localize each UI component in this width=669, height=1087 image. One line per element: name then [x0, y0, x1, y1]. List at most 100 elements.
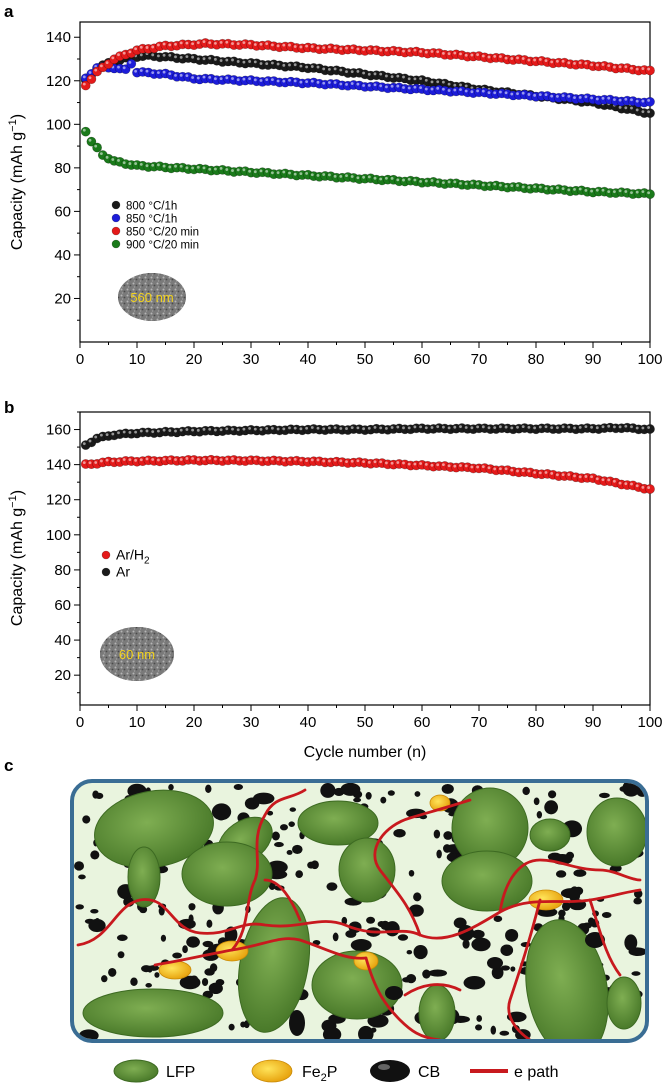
data-point-highlight [430, 179, 434, 182]
data-point-highlight [248, 77, 252, 81]
data-point-highlight [396, 425, 400, 429]
data-point-highlight [544, 471, 548, 474]
cb-particle [573, 869, 587, 877]
lfp-particle [127, 846, 161, 908]
data-point-highlight [538, 58, 542, 61]
data-point-highlight [424, 462, 428, 466]
data-point-highlight [430, 87, 434, 91]
x-tick-label: 50 [357, 351, 374, 368]
cb-particle [141, 965, 152, 973]
data-point-highlight [453, 83, 457, 87]
data-point-highlight [111, 459, 115, 463]
data-point-highlight [430, 80, 434, 84]
data-point-highlight [613, 425, 616, 429]
data-point-highlight [305, 171, 308, 175]
data-point-highlight [134, 69, 138, 73]
data-point-highlight [134, 162, 138, 165]
cb-particle [310, 860, 319, 870]
data-point-highlight [225, 40, 229, 44]
data-point-highlight [316, 80, 320, 84]
data-point-highlight [162, 164, 166, 168]
data-point-highlight [208, 41, 212, 45]
data-point-highlight [333, 174, 337, 178]
data-point-highlight [419, 77, 422, 81]
data-point-highlight [271, 171, 274, 175]
data-point-highlight [447, 89, 451, 92]
data-point-highlight [550, 426, 554, 430]
data-point-highlight [584, 61, 588, 65]
x-tick-label: 70 [471, 351, 488, 368]
data-point-highlight [493, 182, 497, 186]
data-point-highlight [607, 64, 611, 68]
data-point-highlight [191, 42, 195, 46]
cb-particle [588, 917, 595, 925]
data-point-highlight [168, 72, 172, 76]
data-point-highlight [339, 174, 343, 178]
data-point-highlight [339, 47, 343, 51]
data-point-highlight [601, 63, 605, 66]
data-point-highlight [601, 188, 605, 192]
cb-particle [393, 829, 406, 838]
data-point-highlight [538, 93, 542, 96]
data-point-highlight [328, 81, 331, 84]
data-point-highlight [521, 425, 525, 429]
data-point-highlight [225, 168, 229, 171]
inset-a-texture [118, 273, 186, 321]
data-point-highlight [345, 427, 348, 430]
data-point-highlight [293, 172, 297, 176]
data-point-highlight [430, 463, 434, 467]
cb-particle [345, 930, 357, 938]
data-point-highlight [202, 427, 206, 431]
data-point-highlight [191, 55, 195, 59]
y-tick-label: 120 [46, 73, 71, 90]
cb-particle [240, 1021, 246, 1028]
lfp-particle [82, 988, 224, 1038]
cb-particle [90, 908, 99, 914]
y-tick-label: 140 [46, 29, 71, 46]
data-point-highlight [202, 75, 206, 79]
data-point-highlight [174, 458, 177, 461]
data-point-highlight [521, 469, 525, 472]
data-point-highlight [259, 79, 263, 82]
data-point-highlight [94, 435, 98, 439]
cb-particle [288, 821, 295, 827]
cb-particle [406, 973, 417, 984]
data-point [92, 142, 102, 153]
data-point-highlight [624, 482, 628, 486]
data-point-highlight [265, 427, 269, 430]
data-point-highlight [231, 169, 234, 172]
data-point-highlight [607, 190, 611, 194]
data-point-highlight [407, 177, 411, 181]
data-point-highlight [556, 95, 559, 98]
cb-particle [370, 1027, 377, 1033]
data-point-highlight [561, 94, 565, 98]
cb-particle [490, 1025, 497, 1035]
cb-particle [560, 888, 581, 899]
data-point-highlight [476, 53, 479, 57]
legend-label: Ar [116, 564, 130, 580]
cb-particle [267, 810, 274, 816]
data-point-highlight [111, 56, 115, 60]
data-point-highlight [322, 81, 326, 85]
data-point-highlight [521, 185, 525, 189]
electron-path [588, 898, 622, 977]
data-point-highlight [293, 457, 297, 461]
cb-particle [544, 800, 559, 815]
data-point-highlight [573, 426, 576, 430]
data-point-highlight [647, 486, 650, 489]
data-point-highlight [356, 459, 360, 463]
cb-particle [408, 869, 415, 877]
electron-path [507, 898, 542, 1039]
x-tick-label: 30 [243, 714, 260, 731]
cb-particle [101, 975, 108, 983]
y-tick-label: 60 [54, 597, 71, 614]
data-point-highlight [407, 462, 411, 466]
data-point-highlight [242, 77, 246, 81]
data-point-highlight [179, 458, 183, 461]
data-point-highlight [527, 469, 531, 473]
data-point-highlight [447, 52, 451, 56]
data-point-highlight [162, 457, 166, 461]
data-point-highlight [447, 82, 451, 86]
data-point-highlight [157, 458, 160, 462]
cb-particle [289, 807, 297, 812]
